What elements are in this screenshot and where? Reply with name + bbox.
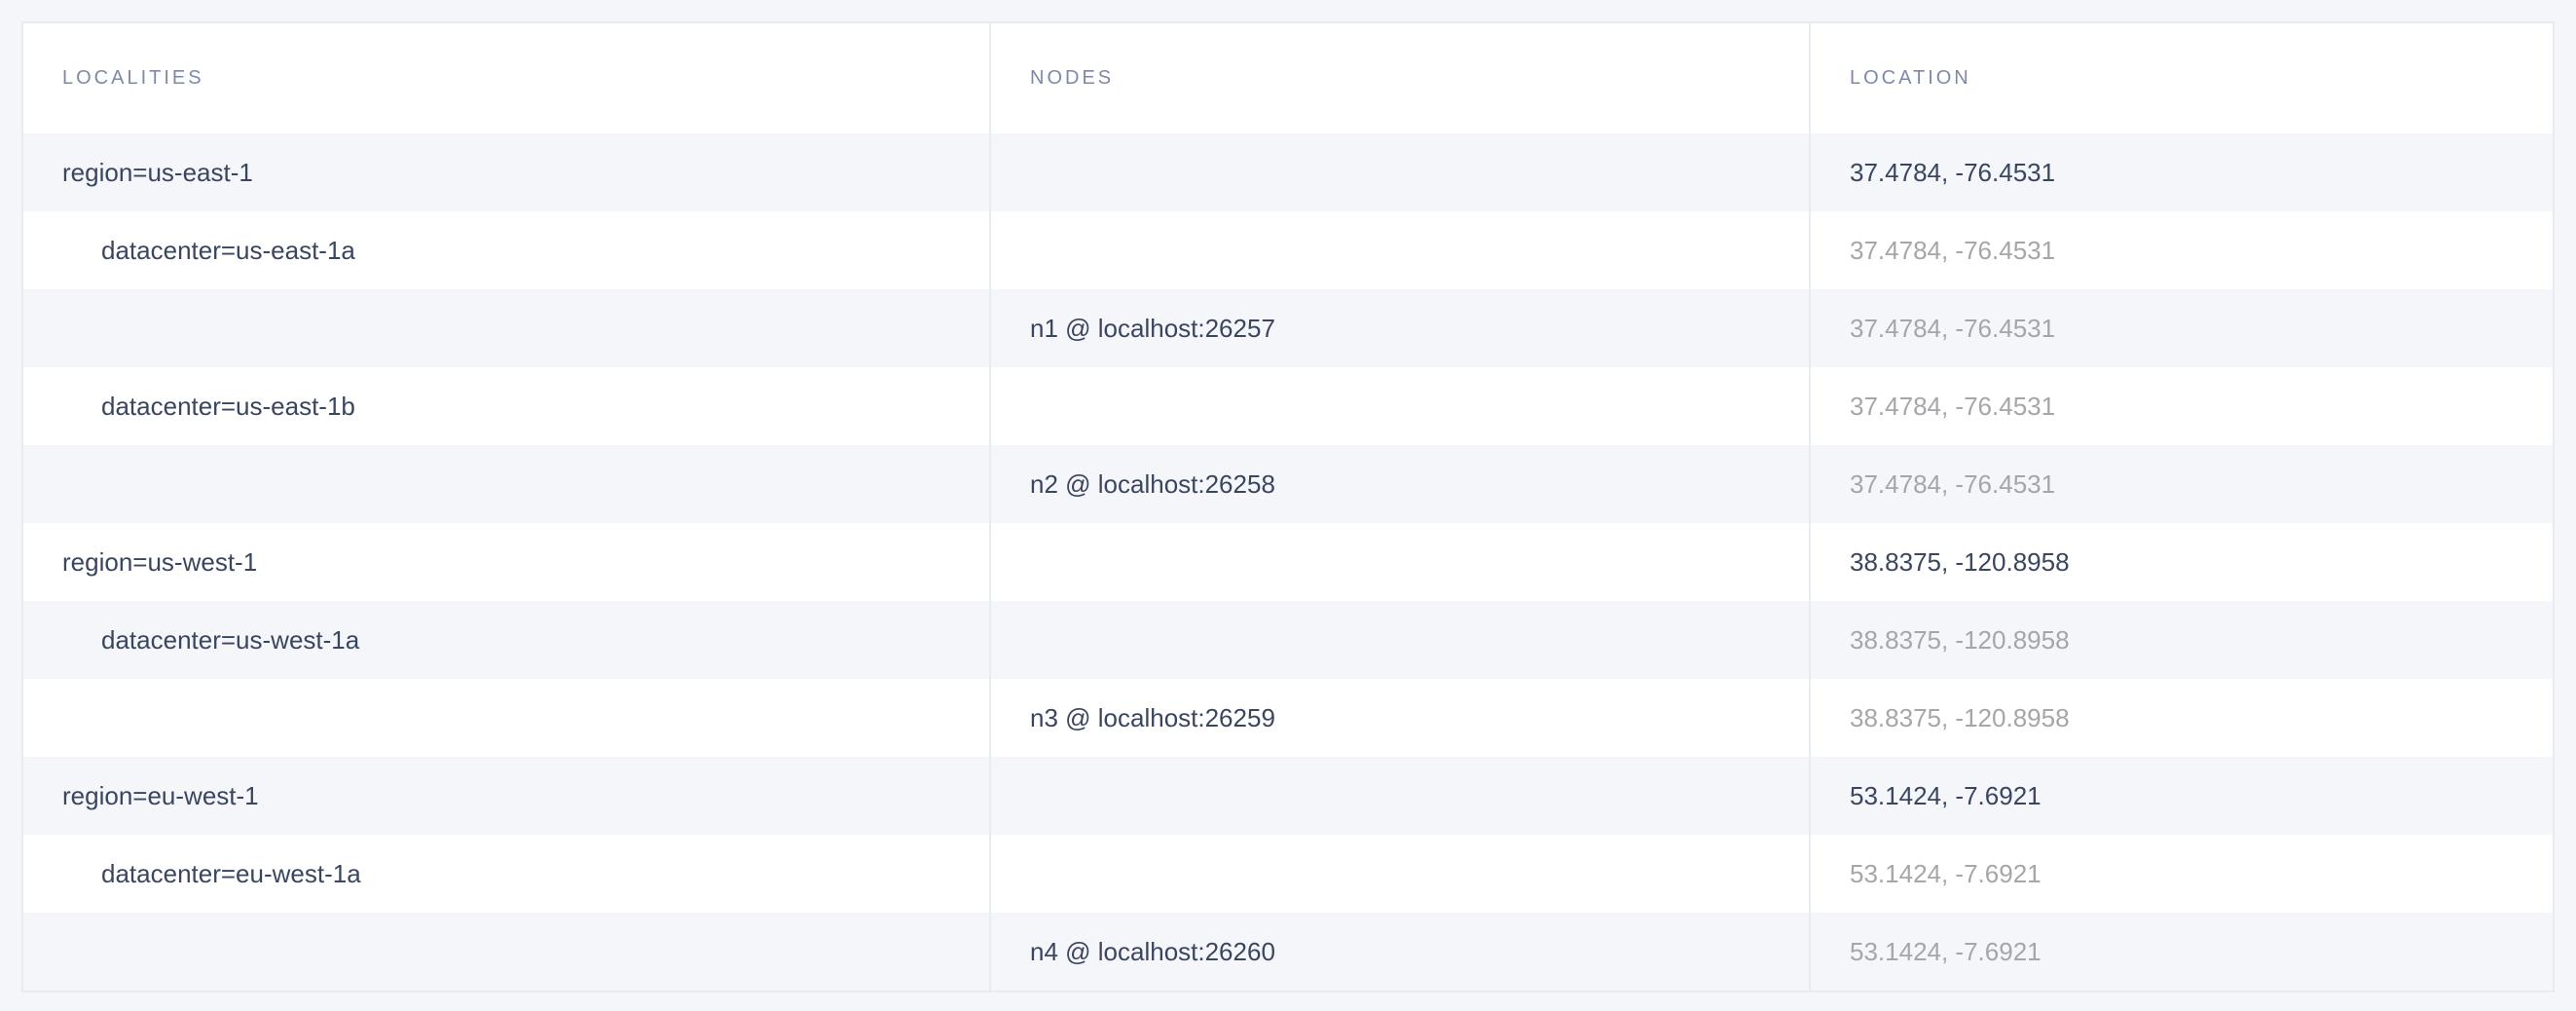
location-cell: 53.1424, -7.6921 (1850, 858, 2042, 888)
localities-table: LOCALITIES NODES LOCATION region=us-east… (21, 21, 2555, 992)
locality-cell: datacenter=eu-west-1a (101, 858, 361, 888)
node-cell[interactable]: n3 @ localhost:26259 (1030, 702, 1275, 732)
location-cell: 37.4784, -76.4531 (1850, 157, 2056, 187)
table-row: n3 @ localhost:26259 38.8375, -120.8958 (23, 679, 2553, 757)
table-row: n4 @ localhost:26260 53.1424, -7.6921 (23, 913, 2553, 991)
table-row: region=us-west-1 38.8375, -120.8958 (23, 523, 2553, 601)
location-cell: 38.8375, -120.8958 (1850, 546, 2070, 577)
locality-cell: datacenter=us-east-1b (101, 391, 355, 421)
table-body: region=us-east-1 37.4784, -76.4531 datacen… (23, 133, 2553, 991)
location-cell: 53.1424, -7.6921 (1850, 936, 2042, 966)
location-cell: 37.4784, -76.4531 (1850, 391, 2056, 421)
column-header-nodes: NODES (1030, 67, 1115, 89)
location-cell: 37.4784, -76.4531 (1850, 313, 2056, 343)
table-row: n2 @ localhost:26258 37.4784, -76.4531 (23, 445, 2553, 523)
table-row: n1 @ localhost:26257 37.4784, -76.4531 (23, 289, 2553, 367)
table-row: datacenter=eu-west-1a 53.1424, -7.6921 (23, 835, 2553, 913)
table-row: region=eu-west-1 53.1424, -7.6921 (23, 757, 2553, 835)
locality-cell: datacenter=us-west-1a (101, 624, 360, 655)
node-cell[interactable]: n1 @ localhost:26257 (1030, 313, 1275, 343)
location-cell: 38.8375, -120.8958 (1850, 702, 2070, 732)
column-header-localities: LOCALITIES (62, 67, 204, 89)
location-cell: 37.4784, -76.4531 (1850, 468, 2056, 499)
table-header: LOCALITIES NODES LOCATION (23, 23, 2553, 133)
locality-cell: region=us-east-1 (62, 157, 253, 187)
location-cell: 37.4784, -76.4531 (1850, 235, 2056, 265)
locality-cell: datacenter=us-east-1a (101, 235, 355, 265)
locality-cell: region=us-west-1 (62, 546, 258, 577)
locality-cell: region=eu-west-1 (62, 780, 259, 810)
table-row: datacenter=us-east-1a 37.4784, -76.4531 (23, 211, 2553, 289)
column-header-location: LOCATION (1850, 67, 1971, 89)
location-cell: 53.1424, -7.6921 (1850, 780, 2042, 810)
node-cell[interactable]: n2 @ localhost:26258 (1030, 468, 1275, 499)
table-row: datacenter=us-west-1a 38.8375, -120.8958 (23, 601, 2553, 679)
node-cell[interactable]: n4 @ localhost:26260 (1030, 936, 1275, 966)
table-row: datacenter=us-east-1b 37.4784, -76.4531 (23, 367, 2553, 445)
table-row: region=us-east-1 37.4784, -76.4531 (23, 133, 2553, 211)
location-cell: 38.8375, -120.8958 (1850, 624, 2070, 655)
